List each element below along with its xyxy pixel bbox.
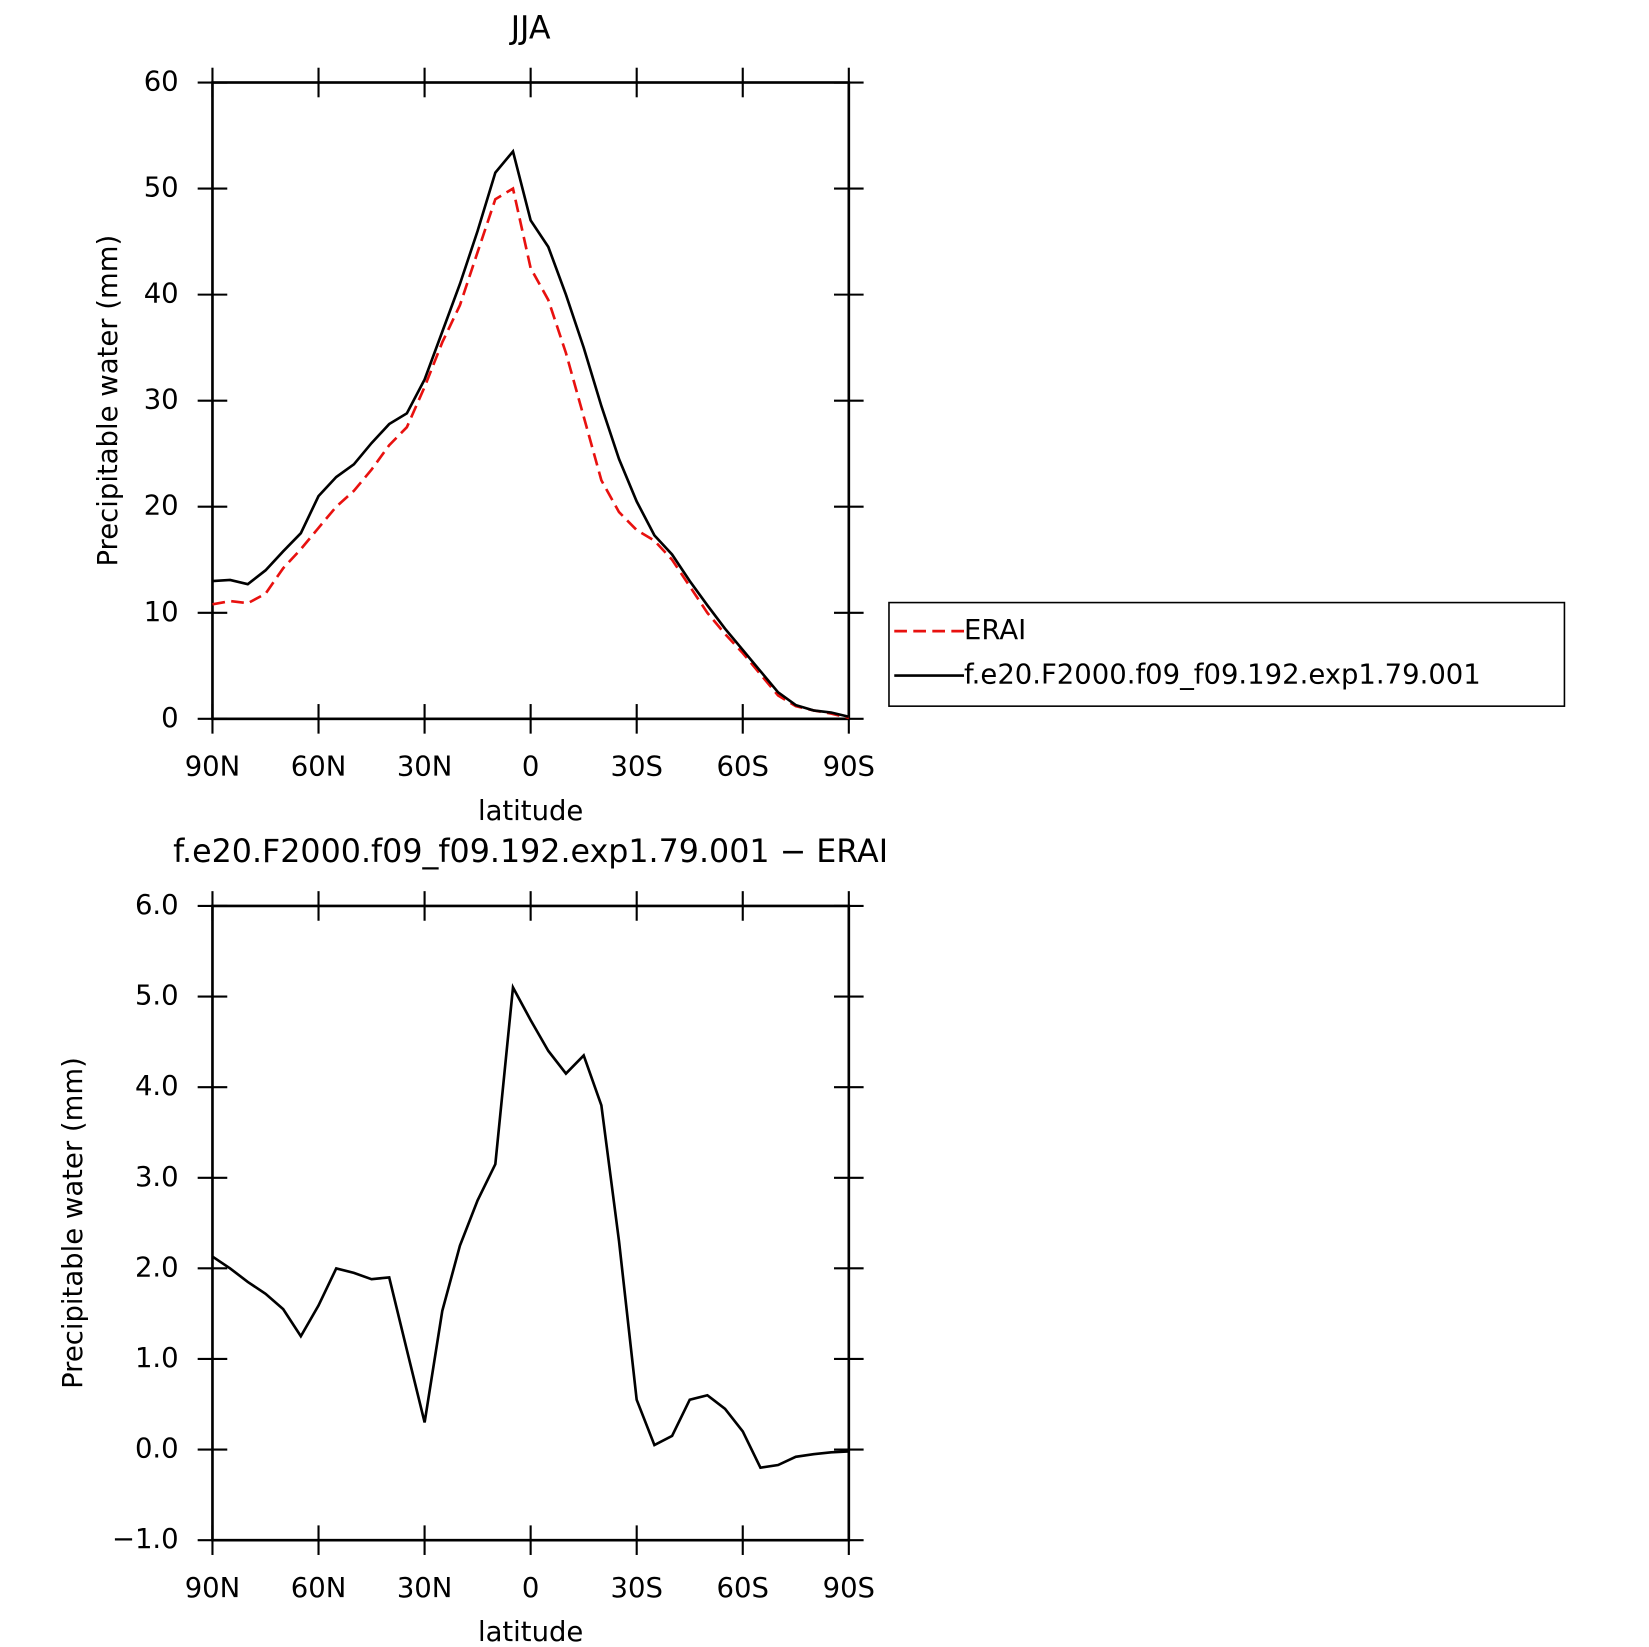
x-tick-label: 30N xyxy=(397,750,453,782)
chart-title: f.e20.F2000.f09_f09.192.exp1.79.001 − ER… xyxy=(173,834,888,870)
legend-label: ERAI xyxy=(964,614,1026,646)
y-tick-label: 40 xyxy=(144,278,179,310)
y-tick-label: 50 xyxy=(144,172,179,204)
y-tick-label: 2.0 xyxy=(135,1251,179,1283)
y-tick-label: 3.0 xyxy=(135,1161,179,1193)
y-axis-label: Precipitable water (mm) xyxy=(57,1057,89,1389)
x-tick-label: 0 xyxy=(522,750,539,782)
plot-frame xyxy=(211,904,851,1542)
x-tick-label: 60S xyxy=(717,750,769,782)
plot-frame xyxy=(211,81,851,721)
y-tick-label: 30 xyxy=(144,384,179,416)
data-line xyxy=(212,186,850,720)
chart-title: JJA xyxy=(509,11,551,47)
x-axis-label: latitude xyxy=(478,795,583,827)
x-tick-label: 90N xyxy=(185,1572,241,1604)
y-tick-label: 20 xyxy=(144,490,179,522)
y-tick-label: 60 xyxy=(144,66,179,98)
x-tick-label: 30S xyxy=(611,1572,663,1604)
y-tick-label: −1.0 xyxy=(112,1523,179,1555)
y-tick-label: 5.0 xyxy=(135,980,179,1012)
x-tick-label: 30S xyxy=(611,750,663,782)
x-tick-label: 60S xyxy=(717,1572,769,1604)
x-tick-label: 90S xyxy=(823,750,875,782)
x-tick-label: 90S xyxy=(823,1572,875,1604)
y-axis-label: Precipitable water (mm) xyxy=(92,235,124,567)
x-tick-label: 60N xyxy=(291,750,347,782)
y-tick-label: 4.0 xyxy=(135,1070,179,1102)
legend-label: f.e20.F2000.f09_f09.192.exp1.79.001 xyxy=(964,659,1481,691)
y-tick-label: 0 xyxy=(161,702,178,734)
y-tick-label: 6.0 xyxy=(135,889,179,921)
x-tick-label: 90N xyxy=(185,750,241,782)
data-line xyxy=(212,148,850,719)
y-tick-label: 0.0 xyxy=(135,1433,179,1465)
x-tick-label: 30N xyxy=(397,1572,453,1604)
data-line xyxy=(211,983,849,1470)
x-tick-label: 60N xyxy=(291,1572,347,1604)
legend-box xyxy=(888,601,1566,707)
x-tick-label: 0 xyxy=(522,1572,539,1604)
x-axis-label: latitude xyxy=(478,1616,583,1647)
y-tick-label: 10 xyxy=(144,596,179,628)
y-tick-label: 1.0 xyxy=(135,1342,179,1374)
